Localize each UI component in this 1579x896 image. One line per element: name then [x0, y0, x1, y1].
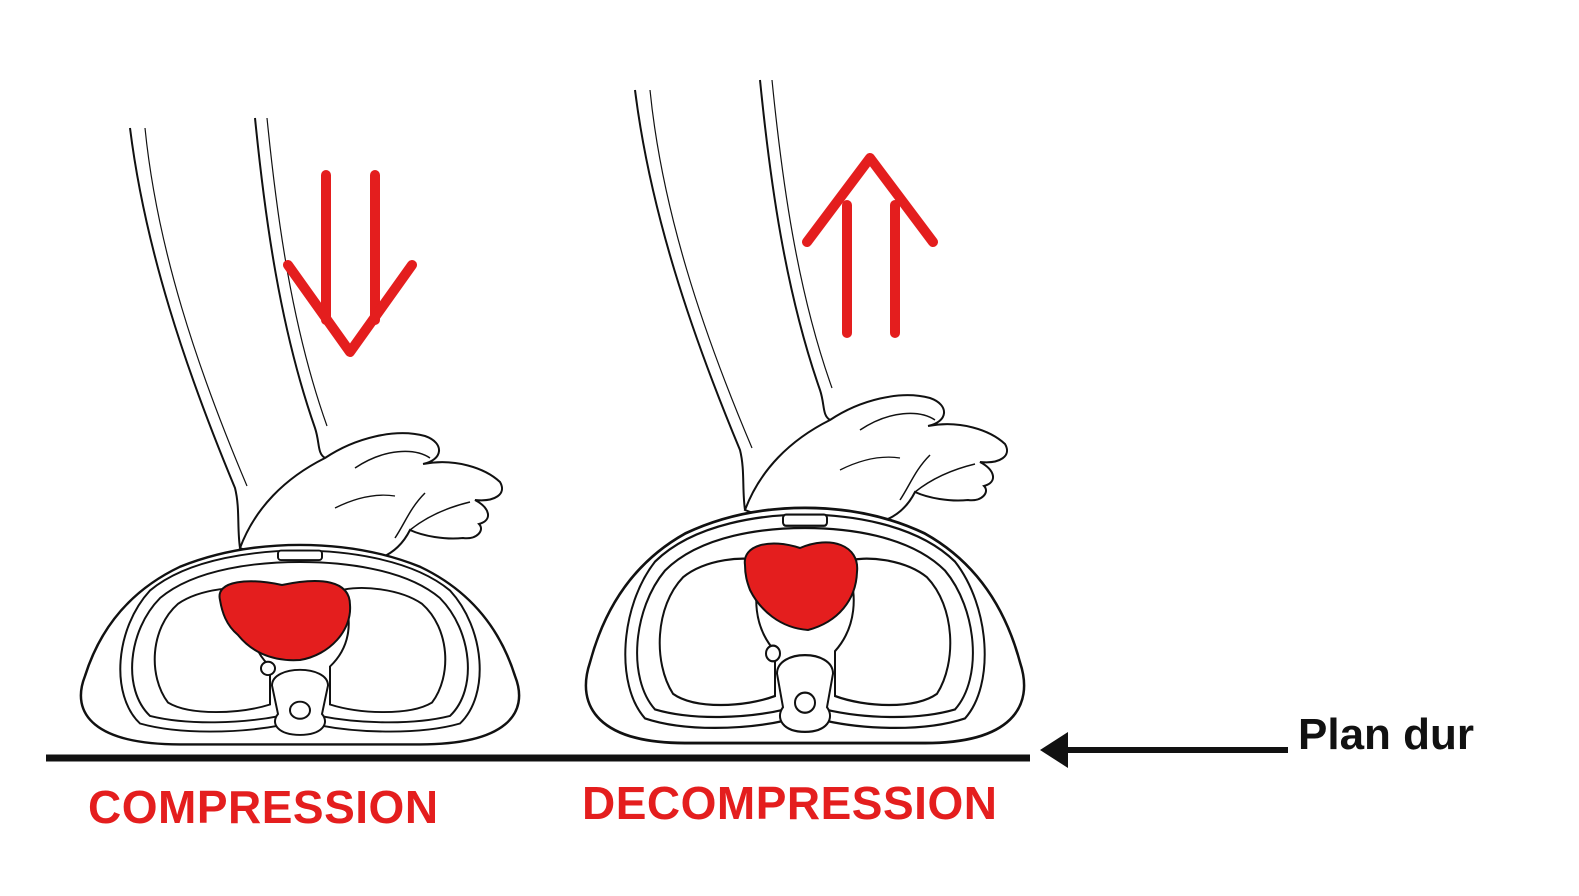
down-arrow-icon — [283, 170, 417, 357]
left-arrow-icon — [1040, 732, 1288, 768]
decompression-panel — [584, 79, 1026, 745]
decompression-label: DECOMPRESSION — [582, 777, 998, 829]
compression-arms — [129, 117, 504, 566]
decompression-arms — [634, 79, 1009, 528]
up-arrow-icon — [802, 153, 938, 338]
compression-label: COMPRESSION — [88, 781, 439, 833]
compressed-heart — [218, 580, 352, 662]
hard-surface-label: Plan dur — [1298, 710, 1475, 759]
compression-panel — [79, 117, 521, 746]
expanded-heart — [743, 541, 859, 632]
